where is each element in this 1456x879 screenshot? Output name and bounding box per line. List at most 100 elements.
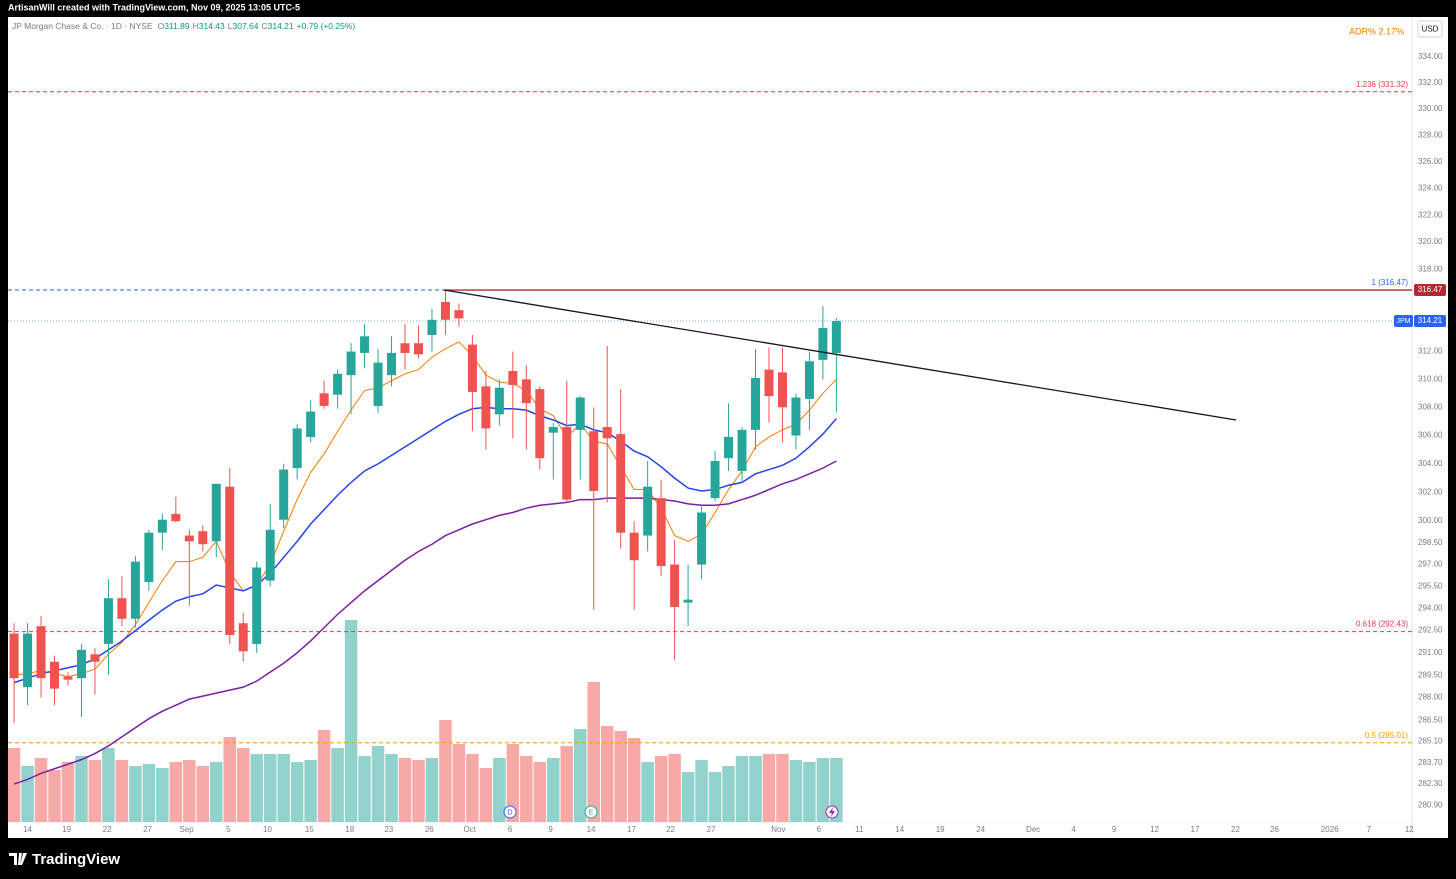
legend-change: +0.79 (+0.25%) [297, 21, 356, 31]
y-tick-label: 306.00 [1418, 431, 1443, 440]
x-tick-label: 22 [666, 825, 675, 834]
candle-body [373, 362, 383, 406]
candle-body [211, 483, 221, 542]
candle-body [575, 397, 585, 430]
candle-body [117, 598, 127, 619]
volume-bar [749, 756, 762, 822]
volume-bar [776, 754, 789, 822]
event-icon[interactable]: E [584, 805, 598, 819]
volume-bar [803, 762, 816, 822]
x-tick-label: Sep [180, 825, 195, 834]
price-badge-label: 314.21 [1418, 316, 1443, 325]
y-tick-label: 298.50 [1418, 538, 1443, 547]
candle-body [750, 377, 760, 430]
candle-body [481, 386, 491, 429]
event-icon-label: E [589, 809, 594, 816]
volume-bar [263, 754, 277, 822]
y-tick-label: 289.50 [1418, 670, 1443, 679]
volume-bar [574, 729, 587, 822]
volume-bar [331, 748, 344, 822]
volume-bar [358, 756, 371, 822]
y-tick-label: 292.50 [1418, 626, 1443, 635]
candle-body [629, 532, 639, 561]
volume-bar [196, 766, 210, 822]
y-tick-label: 302.00 [1418, 488, 1443, 497]
x-tick-label: 19 [62, 825, 71, 834]
trendline [443, 289, 1237, 421]
candle-body [521, 379, 531, 404]
event-icon[interactable]: D [503, 805, 517, 819]
volume-bar [789, 760, 803, 822]
candle-body [333, 373, 343, 395]
candle-body [252, 567, 262, 644]
symbol-badge-label: JPM [1397, 318, 1411, 325]
candle-body [616, 434, 626, 533]
volume-bar [560, 746, 574, 822]
candle-body [562, 427, 572, 500]
volume-bar [250, 754, 263, 822]
candle-body [670, 564, 680, 608]
y-tick-label: 332.00 [1418, 78, 1443, 87]
candle-body [157, 519, 167, 533]
volume-bar [102, 748, 115, 822]
x-tick-label: 18 [345, 825, 354, 834]
candle-body [279, 469, 289, 520]
currency-box[interactable] [1417, 20, 1443, 38]
volume-bar [290, 762, 304, 822]
volume-bar [236, 748, 250, 822]
volume-bar [385, 754, 398, 822]
legend-value: 311.89 [164, 21, 190, 31]
volume-bar [7, 748, 21, 822]
candle-body [683, 599, 693, 603]
candle-body [656, 498, 666, 567]
volume-bar [34, 758, 48, 822]
y-tick-label: 320.00 [1418, 237, 1443, 246]
candle-body [130, 561, 140, 619]
x-tick-label: 15 [305, 825, 314, 834]
legend-value: 314.21 [268, 21, 294, 31]
x-tick-label: 17 [1191, 825, 1200, 834]
dividend-icon-bolt [829, 807, 835, 817]
y-tick-label: 310.00 [1418, 374, 1443, 383]
candle-body [764, 369, 774, 397]
x-tick-label: 6 [817, 825, 822, 834]
currency[interactable]: USD [1422, 25, 1439, 34]
volume-bar [344, 620, 358, 822]
x-tick-label: 22 [103, 825, 112, 834]
candle-body [818, 328, 828, 360]
volume-bar [547, 758, 560, 822]
candle-body [724, 436, 734, 459]
event-icon-label: D [507, 809, 512, 816]
candle-body [292, 428, 302, 469]
x-tick-label: 9 [1112, 825, 1117, 834]
fib-label: 0.5 (285.01) [1365, 731, 1408, 740]
candle-body [198, 531, 208, 545]
candle-body [602, 427, 612, 439]
legend-key: H [193, 21, 199, 31]
event-icon-circle [503, 805, 517, 819]
volume-bar [169, 762, 183, 822]
candle-body [387, 352, 397, 376]
candle-body [508, 370, 518, 385]
x-tick-label: 14 [23, 825, 32, 834]
candle-body [548, 427, 558, 433]
legend: JP Morgan Chase & Co. · 1D · NYSE O311.89… [12, 21, 355, 31]
fib-label: 1 (316.47) [1372, 278, 1409, 287]
y-tick-label: 297.00 [1418, 560, 1443, 569]
x-tick-label: 22 [1231, 825, 1240, 834]
volume-bar [317, 730, 331, 822]
y-tick-label: 312.00 [1418, 347, 1443, 356]
event-icon-circle [584, 805, 598, 819]
volume-bar [223, 737, 236, 822]
brand: TradingView [32, 851, 120, 868]
candle-body [346, 351, 356, 376]
candle-body [184, 535, 194, 542]
candle-body [171, 513, 181, 522]
legend-value: 307.64 [233, 21, 259, 31]
y-tick-label: 322.00 [1418, 210, 1443, 219]
x-tick-label: 11 [855, 825, 864, 834]
x-tick-label: 17 [627, 825, 636, 834]
volume-bar [654, 756, 668, 822]
